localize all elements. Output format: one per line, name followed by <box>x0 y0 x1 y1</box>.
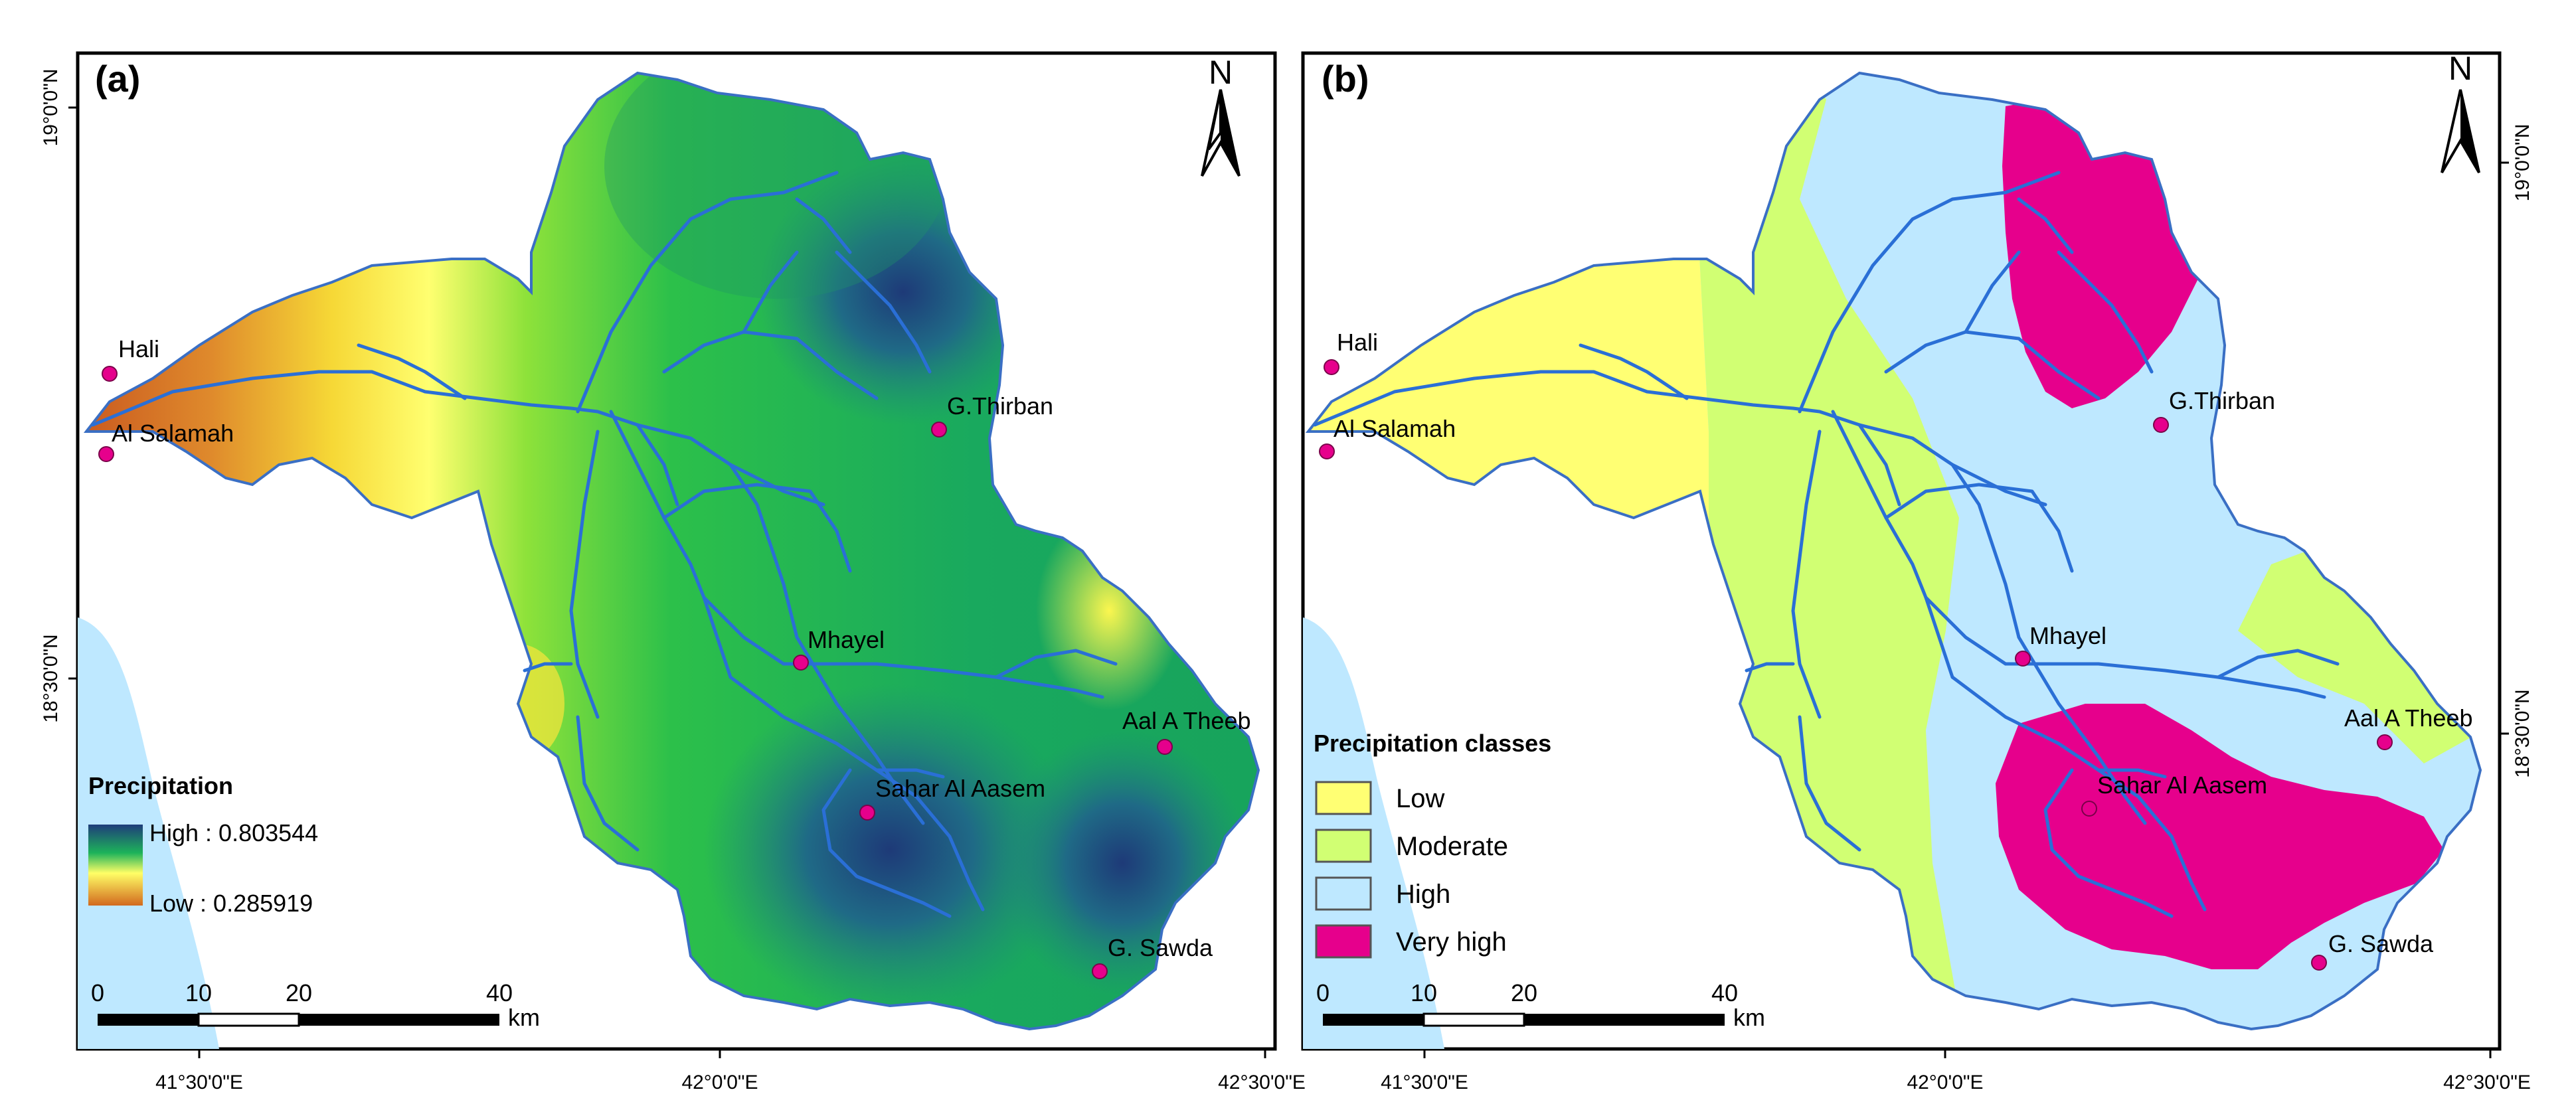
places-a: Hali Al Salamah G.Thirban Mhayel Aal A T… <box>98 335 1251 979</box>
scale-unit: km <box>508 1004 540 1031</box>
places-b: Hali Al Salamah G.Thirban Mhayel Aal A T… <box>1319 329 2473 971</box>
legend-class-label: High <box>1396 880 1450 909</box>
place-label: G. Sawda <box>2328 930 2434 957</box>
lon-tick-label: 42°30'0"E <box>2443 1072 2531 1093</box>
north-arrow-a: N <box>1201 54 1241 177</box>
panel-a: Hali Al Salamah G.Thirban Mhayel Aal A T… <box>40 51 1306 1093</box>
place-sahar-al-aasem: Sahar Al Aasem <box>2081 771 2267 817</box>
place-mhayel: Mhayel <box>793 626 885 671</box>
lat-tick-label: 18°30'0"N <box>40 634 62 722</box>
place-sahar-al-aasem: Sahar Al Aasem <box>859 775 1045 821</box>
place-label: Mhayel <box>808 626 885 653</box>
north-arrow-b: N <box>2441 50 2480 174</box>
place-hali: Hali <box>1324 329 1378 375</box>
panel-a-label: (a) <box>95 58 140 100</box>
place-label: Hali <box>1337 329 1378 356</box>
place-label: Aal A Theeb <box>2344 704 2473 732</box>
place-label: Mhayel <box>2029 622 2106 649</box>
legend-class-very-high: Very high <box>1315 924 1507 959</box>
scale-tick: 0 <box>91 979 104 1006</box>
panel-b-label: (b) <box>1322 58 1369 100</box>
place-al-salamah: Al Salamah <box>98 420 234 462</box>
place-label: G.Thirban <box>2169 387 2275 414</box>
lon-tick-label: 42°0'0"E <box>1907 1072 1983 1093</box>
legend-b: Precipitation classes Low Moderate High … <box>1314 730 1551 959</box>
lon-tick-label: 42°30'0"E <box>1218 1072 1306 1093</box>
place-g-thirban: G.Thirban <box>2153 387 2275 433</box>
lat-tick-label: 19°0'0"N <box>40 69 62 147</box>
legend-title: Precipitation classes <box>1314 730 1551 757</box>
river-network-b <box>1313 171 2340 918</box>
place-label: G.Thirban <box>947 392 1053 420</box>
graticule-b <box>1423 161 2509 1058</box>
scale-tick: 10 <box>1411 979 1437 1006</box>
place-al-salamah: Al Salamah <box>1319 415 1456 459</box>
place-mhayel: Mhayel <box>2015 622 2106 667</box>
place-hali: Hali <box>102 335 159 382</box>
class-very-high-area <box>2002 93 2205 408</box>
lon-tick-label: 42°0'0"E <box>681 1072 758 1093</box>
legend-high-label: High : 0.803544 <box>149 819 318 846</box>
scale-tick: 0 <box>1316 979 1330 1006</box>
lon-tick-label: 41°30'0"E <box>1381 1072 1468 1093</box>
place-label: Al Salamah <box>112 420 234 447</box>
place-label: Al Salamah <box>1333 415 1456 442</box>
panel-b: Hali Al Salamah G.Thirban Mhayel Aal A T… <box>1301 50 2533 1093</box>
scale-unit: km <box>1733 1004 1765 1031</box>
place-g-thirban: G.Thirban <box>931 392 1053 438</box>
place-g-sawda: G. Sawda <box>2311 930 2434 971</box>
legend-class-label: Low <box>1396 784 1444 813</box>
place-label: Sahar Al Aasem <box>875 775 1045 802</box>
legend-title: Precipitation <box>88 772 233 799</box>
legend-class-low: Low <box>1315 781 1444 815</box>
legend-class-label: Very high <box>1396 927 1507 957</box>
legend-low-label: Low : 0.285919 <box>149 890 313 917</box>
north-label: N <box>1209 54 1233 91</box>
legend-class-high: High <box>1315 876 1450 911</box>
lat-tick-label: 19°0'0"N <box>2512 124 2533 202</box>
legend-class-moderate: Moderate <box>1315 829 1508 863</box>
legend-a: Precipitation High : 0.803544 Low : 0.28… <box>88 772 318 917</box>
place-label: G. Sawda <box>1108 934 1213 961</box>
scale-tick: 10 <box>185 979 212 1006</box>
place-label: Hali <box>118 335 159 362</box>
scale-tick: 20 <box>286 979 312 1006</box>
place-aal-a-theeb: Aal A Theeb <box>2344 704 2473 750</box>
scale-tick: 20 <box>1511 979 1537 1006</box>
scalebar-a: 0 10 20 40 km <box>91 979 540 1031</box>
legend-color-ramp <box>88 825 143 906</box>
sea-area-a <box>78 617 219 1049</box>
place-label: Sahar Al Aasem <box>2097 771 2267 799</box>
north-label: N <box>2448 50 2472 87</box>
scale-tick: 40 <box>486 979 513 1006</box>
lon-tick-label: 41°30'0"E <box>155 1072 243 1093</box>
legend-class-label: Moderate <box>1396 832 1508 861</box>
lat-tick-label: 18°30'0"N <box>2512 689 2533 777</box>
place-label: Aal A Theeb <box>1122 707 1251 734</box>
scale-tick: 40 <box>1711 979 1738 1006</box>
river-network-a <box>91 171 1118 918</box>
scalebar-b: 0 10 20 40 km <box>1316 979 1765 1031</box>
place-aal-a-theeb: Aal A Theeb <box>1122 707 1251 755</box>
graticule-a <box>68 106 1266 1058</box>
place-g-sawda: G. Sawda <box>1092 934 1213 979</box>
